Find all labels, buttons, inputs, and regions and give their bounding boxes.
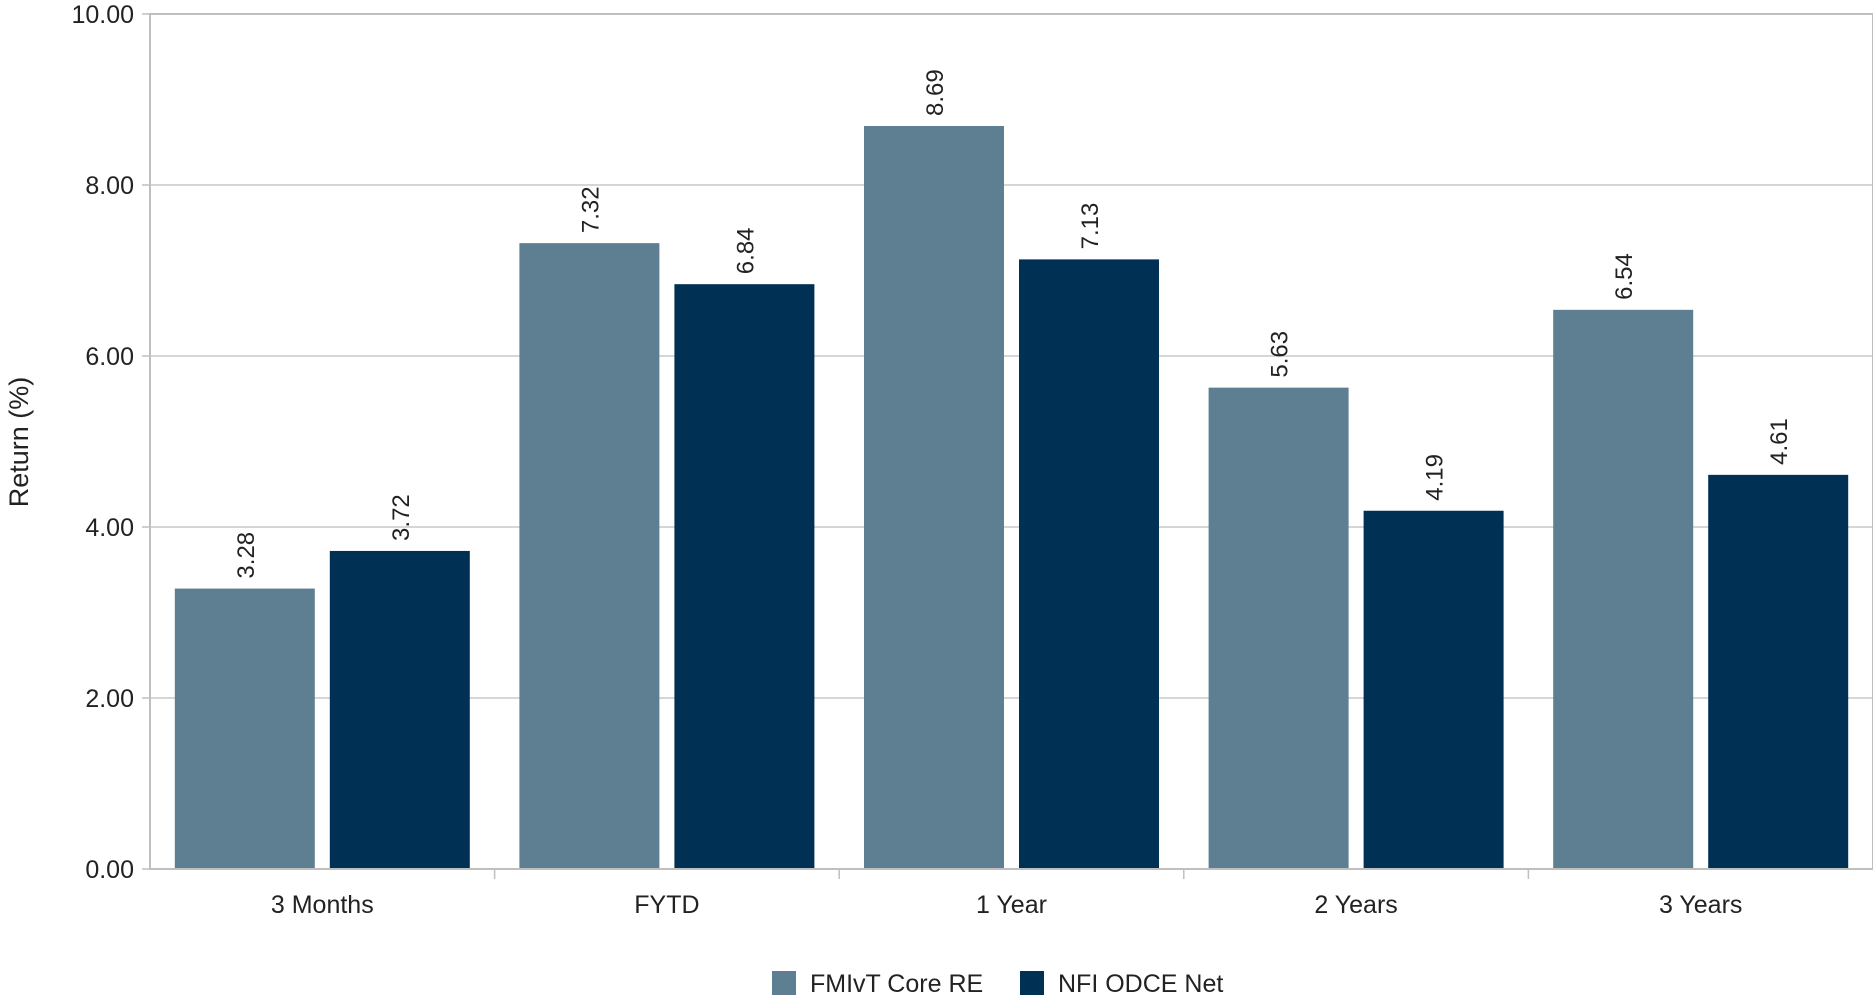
plot-border — [149, 13, 1873, 870]
x-category-label: 3 Years — [1659, 891, 1742, 919]
data-labels: 3.28 3.72 7.32 6.84 8.69 7.13 5.63 4.19 6.54 4.61 — [233, 69, 1793, 578]
y-tick-label: 4.00 — [85, 514, 134, 542]
bar — [864, 126, 1004, 869]
legend: FMIvT Core RE NFI ODCE Net — [772, 970, 1223, 998]
y-tick-label: 0.00 — [85, 856, 134, 884]
data-label: 5.63 — [1267, 331, 1294, 378]
bar — [674, 284, 815, 869]
data-label: 3.72 — [388, 494, 415, 541]
data-label: 8.69 — [922, 69, 949, 116]
bar — [1708, 474, 1849, 869]
bar — [1208, 387, 1349, 869]
bar — [329, 550, 470, 869]
data-label: 6.54 — [1611, 253, 1638, 300]
x-category-label: 3 Months — [271, 891, 374, 919]
data-label: 3.28 — [233, 532, 260, 579]
x-category-label: 1 Year — [976, 891, 1047, 919]
bar — [1019, 259, 1159, 869]
x-category-label: FYTD — [634, 891, 699, 919]
bar — [1553, 309, 1694, 870]
bar — [1363, 510, 1504, 869]
y-tick-label: 2.00 — [85, 685, 134, 713]
legend-label: FMIvT Core RE — [810, 970, 983, 998]
y-tick-label: 10.00 — [71, 1, 134, 29]
bar — [519, 243, 660, 869]
legend-swatch — [772, 971, 796, 995]
data-label: 7.13 — [1077, 203, 1104, 250]
data-label: 7.32 — [577, 186, 604, 233]
data-label: 6.84 — [732, 227, 759, 274]
y-tick-label: 8.00 — [85, 172, 134, 200]
legend-swatch — [1020, 971, 1044, 995]
data-label: 4.61 — [1766, 418, 1793, 465]
bars — [174, 126, 1849, 870]
y-axis-title: Return (%) — [4, 377, 34, 508]
bar — [174, 588, 315, 869]
x-axis-categories: 3 Months FYTD 1 Year 2 Years 3 Years — [271, 869, 1742, 919]
x-category-label: 2 Years — [1314, 891, 1397, 919]
legend-label: NFI ODCE Net — [1058, 970, 1223, 998]
y-axis-ticks: 0.00 2.00 4.00 6.00 8.00 10.00 — [71, 1, 150, 884]
y-tick-label: 6.00 — [85, 343, 134, 371]
data-label: 4.19 — [1422, 454, 1449, 501]
